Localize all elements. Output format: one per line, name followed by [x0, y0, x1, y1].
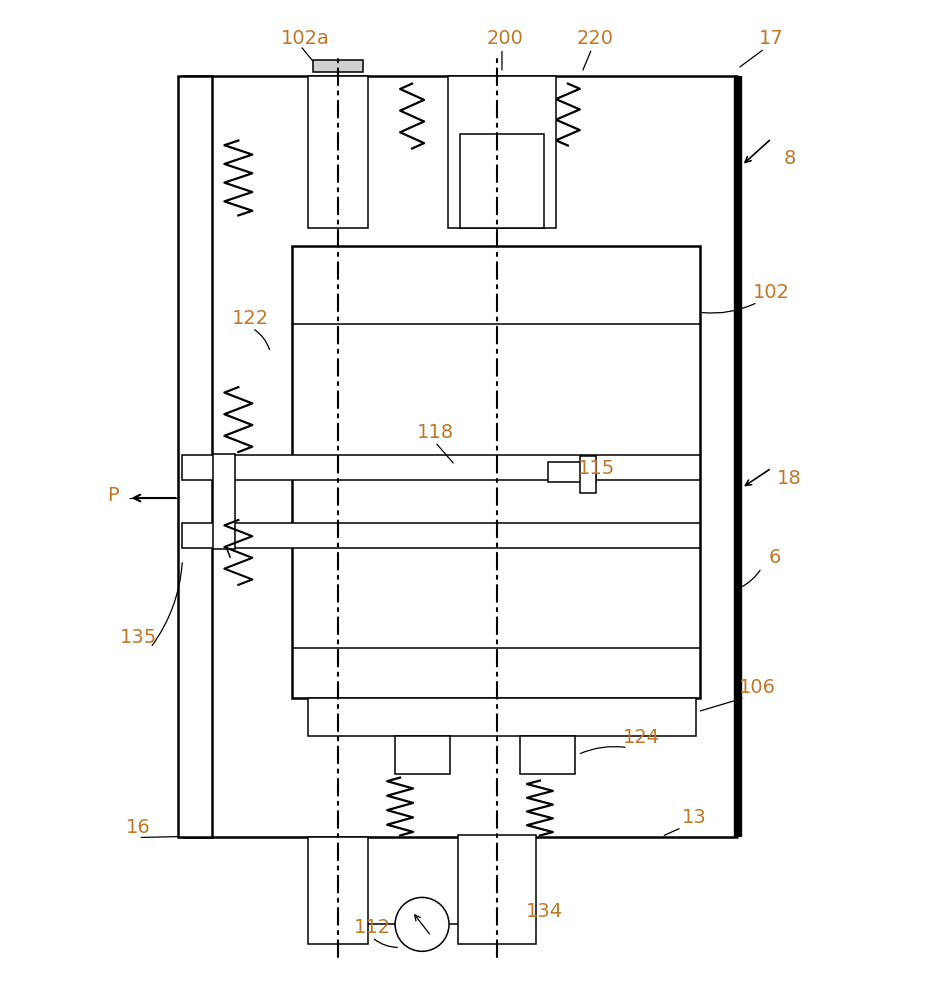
Bar: [313, 60, 363, 72]
Bar: [395, 736, 450, 774]
Text: 118: 118: [416, 423, 454, 442]
Bar: [309, 837, 368, 944]
Text: 102a: 102a: [280, 29, 329, 48]
Text: 13: 13: [682, 808, 707, 827]
Text: 8: 8: [783, 149, 795, 168]
Bar: [458, 835, 536, 944]
Text: P: P: [107, 486, 118, 505]
Text: 106: 106: [739, 678, 776, 697]
Bar: [182, 523, 700, 548]
Text: 135: 135: [120, 628, 158, 647]
Text: 220: 220: [576, 29, 613, 48]
Bar: [580, 456, 596, 493]
Text: 16: 16: [126, 818, 151, 837]
Text: 102: 102: [753, 283, 790, 302]
Bar: [178, 76, 212, 837]
Text: 124: 124: [623, 728, 660, 747]
Text: 17: 17: [759, 29, 784, 48]
Text: 200: 200: [487, 29, 523, 48]
Text: 112: 112: [354, 918, 391, 937]
Bar: [309, 698, 696, 736]
Bar: [548, 462, 596, 482]
Text: 115: 115: [578, 459, 615, 478]
Bar: [182, 455, 700, 480]
Text: 134: 134: [526, 902, 564, 921]
Text: 122: 122: [232, 309, 269, 328]
Bar: [309, 76, 368, 228]
Bar: [460, 134, 544, 228]
Bar: [448, 76, 556, 228]
Bar: [213, 454, 235, 549]
Bar: [520, 736, 575, 774]
Text: 6: 6: [768, 548, 780, 567]
Bar: [293, 246, 700, 698]
Text: 18: 18: [778, 469, 802, 488]
